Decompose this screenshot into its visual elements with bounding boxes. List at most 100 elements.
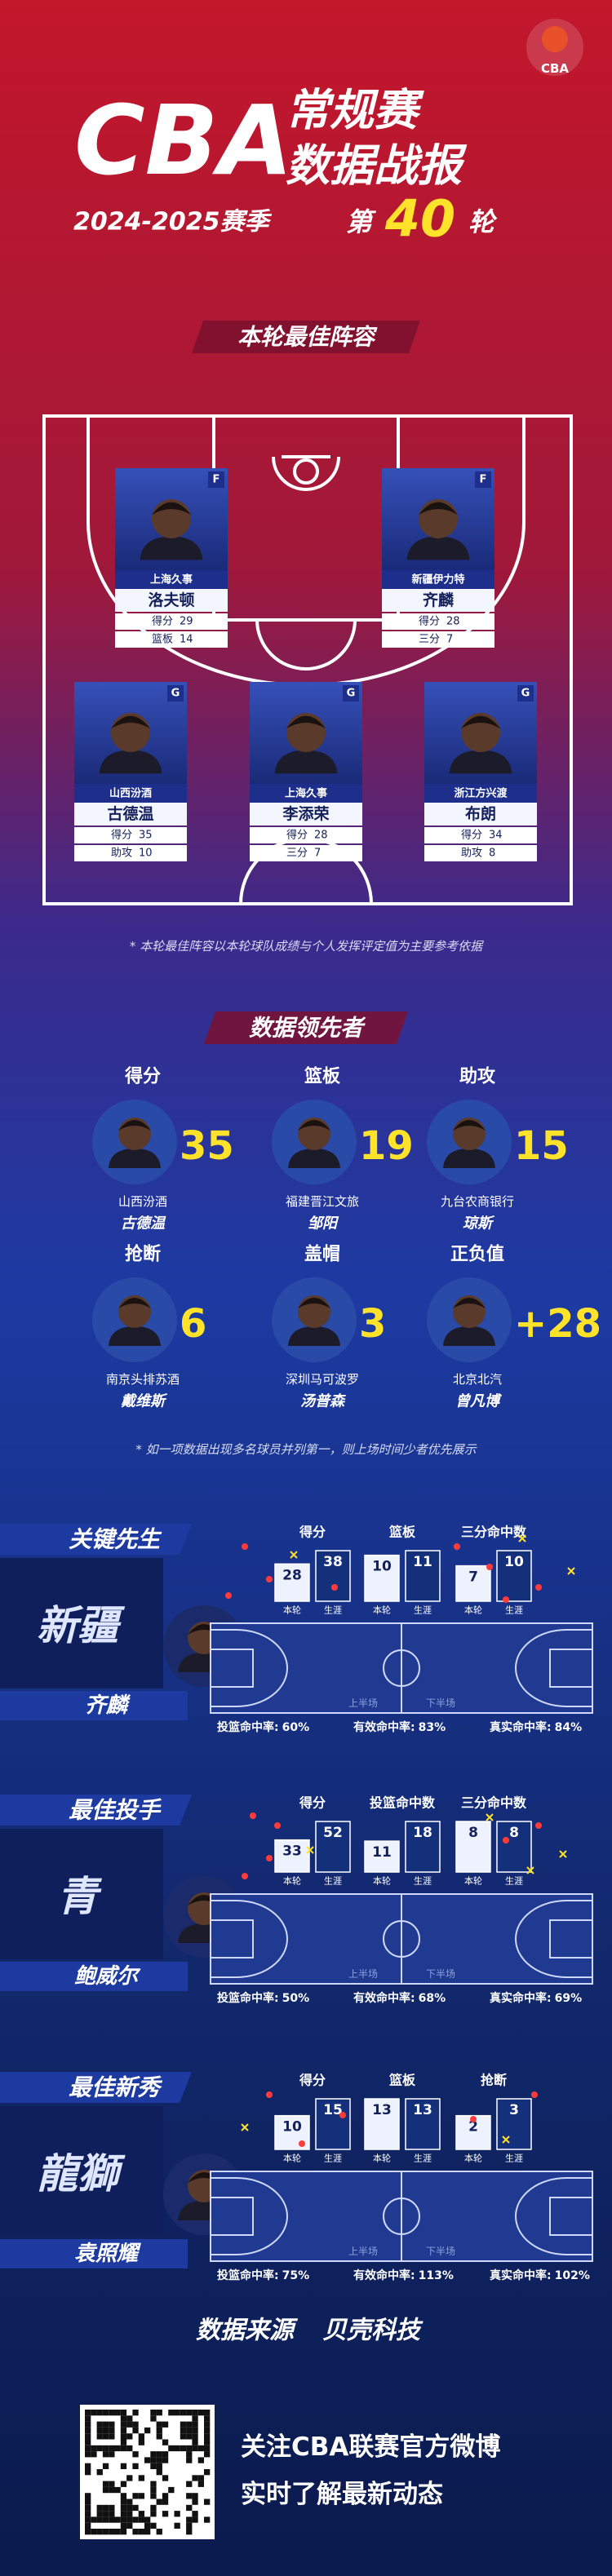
qr-module [102,2516,109,2523]
leader-name: 琼斯 [463,1215,495,1233]
qr-module [85,2499,91,2505]
logo-text: CBA [541,61,569,76]
card-stat-row [382,613,494,630]
rate: 真实命中率: 69% [490,1991,582,2005]
qr-module [114,2410,121,2416]
qr-module [109,2410,115,2416]
stat-value: 13 [372,2102,392,2118]
qr-module [85,2439,91,2445]
qr-module [192,2445,198,2452]
qr-module [109,2529,115,2535]
card-name-bar [74,803,187,825]
player-name: 布朗 [465,804,496,823]
qr-module [162,2457,169,2463]
qr-module [204,2451,211,2458]
qr-module [120,2463,127,2469]
qr-module [132,2427,139,2434]
shot-missed [559,1850,567,1858]
note: * 本轮最佳阵容以本轮球队成绩与个人发挥评定值为主要参考依据 [130,939,484,954]
shot-court-key [210,2197,254,2236]
qr-module [85,2504,91,2512]
position-badge [167,685,184,702]
shot-court-arc [211,1900,288,1978]
qr-module [132,2504,139,2512]
stat-label: 助攻 [461,848,482,860]
qr-module [109,2486,115,2494]
team-logo: 青 [57,1873,103,1920]
stat-value: 13 [413,2102,432,2118]
qr-module [186,2421,193,2428]
qr-module [138,2433,144,2440]
qr-module [126,2475,133,2481]
qr-module [174,2410,180,2416]
stat-value: 52 [323,1825,343,1841]
rate-value: 83% [419,1721,446,1734]
qr-module [126,2522,133,2529]
stat-bar [405,1550,441,1602]
qr-module [204,2499,211,2505]
qr-module [102,2511,109,2517]
qr-module [180,2427,187,2434]
shot-court-center [383,1649,420,1687]
stat-bar [455,1821,491,1873]
award-title: 关键先生 [69,1526,162,1553]
qr-module [138,2529,144,2535]
player-name: 李添荣 [282,804,329,823]
title-line: 数据战报 [286,140,468,192]
player-photo [288,1326,340,1346]
qr-module [120,2421,127,2428]
qr-module [174,2522,180,2529]
stat-value: 3 [509,2102,519,2118]
qr-module [120,2511,127,2517]
stat-sub-label: 本轮 [464,1604,482,1616]
card-stat-row [382,631,494,648]
qr-module [96,2410,103,2416]
qr-module [150,2451,157,2458]
shot-court-center [383,1920,420,1958]
player-photo [406,536,470,560]
award-name-bg [0,1962,188,1991]
qr-module [186,2522,193,2529]
rate: 投篮命中率: 50% [217,1991,309,2005]
stat-value: 10 [504,1554,524,1570]
qr-module [120,2516,127,2523]
qr-module [144,2529,151,2535]
card-name-bar [382,589,494,612]
qr-module [150,2410,157,2416]
leader-team: 深圳马可波罗 [286,1372,359,1387]
qr-module [102,2463,109,2469]
qr-module [162,2511,169,2517]
qr-module [186,2427,193,2434]
player-team: 山西汾酒 [109,787,152,800]
hair [118,1120,151,1131]
stat-value: 34 [489,830,503,842]
half-label: 上半场 [348,2246,378,2257]
leader-name: 戴维斯 [121,1393,168,1410]
stat-sub-label: 本轮 [373,1604,391,1616]
leader-category: 得分 [124,1066,161,1087]
qr-module [102,2529,109,2535]
qr-module [204,2516,211,2523]
stat-label: 三分命中数 [461,1525,527,1540]
stat-label: 得分 [419,615,440,628]
qr-module [85,2516,91,2523]
rate: 投篮命中率: 75% [217,2268,309,2282]
shot-court-arc [515,1900,592,1978]
qr-module [192,2427,198,2434]
shot-made [331,1584,338,1591]
position: G [521,688,530,700]
hair [152,502,191,516]
rate-value: 50% [282,1992,310,2005]
shot-made [503,1837,509,1843]
stat-label: 得分 [152,615,173,628]
qr-module [144,2522,151,2529]
rate-value: 84% [555,1721,583,1734]
qr-module [150,2486,157,2494]
qr-module [204,2421,211,2428]
qr-module [186,2451,193,2458]
qr-module [96,2433,103,2440]
stat-bar [274,1563,310,1602]
qr-module [102,2481,109,2487]
footer-line: 实时了解最新动态 [241,2480,443,2509]
qr-module [96,2516,103,2523]
